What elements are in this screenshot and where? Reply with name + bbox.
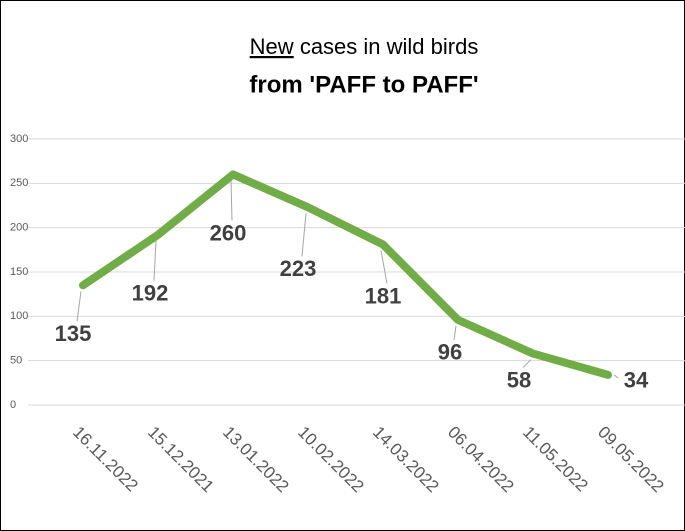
y-tick-label: 300: [10, 133, 28, 145]
leader-line: [522, 359, 532, 368]
y-tick-label: 50: [10, 355, 22, 367]
leader-line: [453, 325, 457, 340]
chart-title: New cases in wild birds: [250, 34, 479, 59]
leader-line: [380, 250, 388, 284]
data-label: 260: [210, 220, 247, 245]
data-label: 96: [438, 340, 462, 365]
leader-line: [76, 291, 82, 322]
data-label: 181: [365, 283, 402, 308]
data-label: 135: [55, 321, 92, 346]
data-label: 223: [280, 256, 317, 281]
y-tick-label: 250: [10, 177, 28, 189]
leader-line: [613, 374, 619, 379]
chart-subtitle: from 'PAFF to PAFF': [249, 71, 478, 98]
y-tick-label: 100: [10, 310, 28, 322]
y-tick-label: 0: [10, 399, 16, 411]
y-tick-label: 150: [10, 266, 28, 278]
y-tick-label: 200: [10, 222, 28, 234]
data-label: 34: [624, 368, 649, 393]
title-rest: cases in wild birds: [300, 34, 479, 59]
line-series: [79, 170, 612, 379]
data-label: 192: [132, 281, 169, 306]
title-underlined: New: [250, 34, 294, 59]
leader-line: [153, 240, 157, 281]
data-label: 58: [507, 367, 531, 392]
leader-line: [230, 180, 233, 221]
leader-line: [301, 213, 307, 257]
